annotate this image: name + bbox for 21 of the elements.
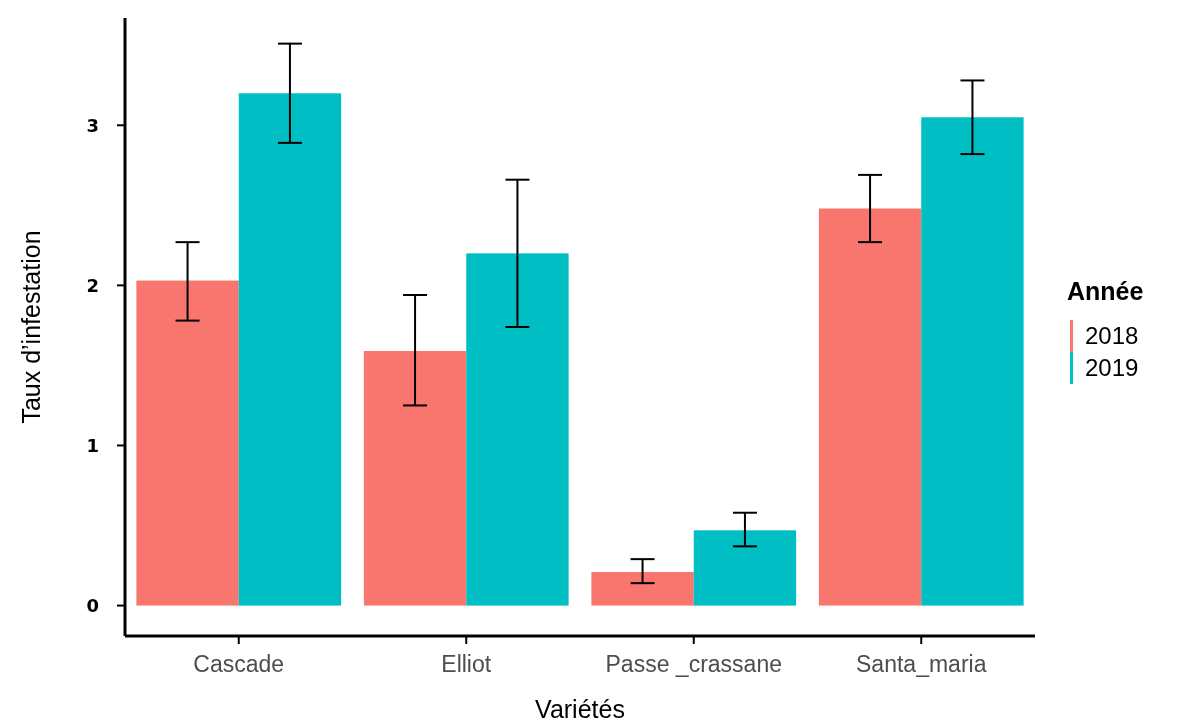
bar — [693, 530, 797, 606]
x-tick-label: Cascade — [193, 651, 285, 677]
legend-title: Année — [1067, 277, 1144, 305]
bar — [591, 571, 694, 606]
y-tick-label: 1 — [86, 434, 99, 456]
y-tick-label: 2 — [86, 274, 99, 296]
x-axis-title: Variétés — [535, 695, 625, 722]
bar — [363, 351, 467, 606]
y-axis-title: Taux d’infestation — [17, 230, 45, 424]
x-tick-label: Passe _crassane — [605, 651, 782, 677]
bar — [921, 117, 1024, 606]
legend-label: 2019 — [1085, 354, 1139, 382]
bar — [136, 280, 239, 606]
bar — [818, 208, 922, 606]
y-tick-label: 0 — [86, 594, 99, 616]
x-tick-label: Elliot — [441, 651, 492, 677]
bar — [238, 93, 342, 606]
y-tick-label: 3 — [86, 114, 99, 136]
x-tick-label: Santa_maria — [856, 651, 987, 677]
bar — [466, 253, 569, 606]
legend-label: 2018 — [1085, 322, 1139, 350]
